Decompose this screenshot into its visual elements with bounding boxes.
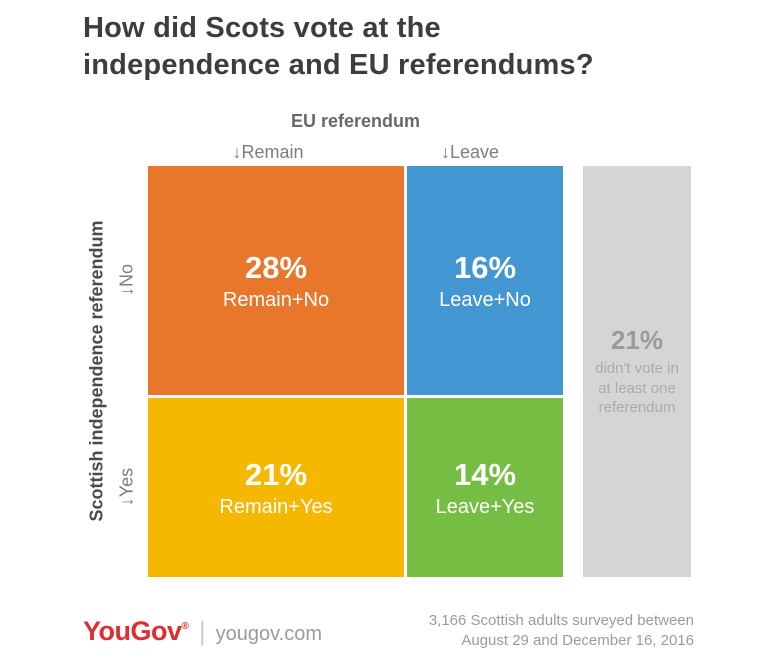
aside-label: didn't vote in at least one referendum bbox=[595, 360, 679, 417]
footer-divider: | bbox=[198, 616, 206, 646]
survey-note: 3,166 Scottish adults surveyed between A… bbox=[429, 611, 694, 651]
row-label-no: ↓No bbox=[116, 263, 137, 297]
page-title-line2: independence and EU referendums? bbox=[83, 49, 594, 81]
page-title-line1: How did Scots vote at the bbox=[83, 12, 441, 44]
cell-remain-no-label: Remain+No bbox=[222, 288, 330, 311]
page-title: How did Scots vote at the independence a… bbox=[83, 10, 723, 84]
cell-leave-no-label: Leave+No bbox=[439, 288, 531, 311]
cell-leave-yes-value: 14% bbox=[453, 456, 517, 492]
survey-note-line1: 3,166 Scottish adults surveyed between bbox=[428, 612, 694, 629]
yougov-website-text: yougov.com bbox=[215, 623, 323, 645]
cell-remain-no-value: 28% bbox=[244, 249, 308, 285]
column-label-leave: ↓Leave bbox=[440, 142, 500, 162]
cell-leave-no: 16% Leave+No bbox=[407, 166, 563, 395]
cell-leave-no-value: 16% bbox=[453, 249, 517, 285]
aside-didnt-vote-bar: 21% didn't vote in at least one referend… bbox=[583, 166, 691, 577]
row-label-yes: ↓Yes bbox=[116, 467, 137, 507]
cell-leave-yes-label: Leave+Yes bbox=[435, 495, 535, 518]
registered-trademark-symbol: ® bbox=[181, 621, 189, 632]
footer-branding: YouGov ® | yougov.com bbox=[83, 616, 322, 647]
cell-remain-yes-label: Remain+Yes bbox=[219, 495, 333, 518]
y-axis-title: Scottish independence referendum bbox=[86, 220, 107, 522]
cell-leave-yes: 14% Leave+Yes bbox=[407, 398, 563, 577]
survey-note-line2: August 29 and December 16, 2016 bbox=[461, 632, 694, 649]
aside-value: 21% bbox=[610, 325, 664, 356]
yougov-logo: YouGov bbox=[83, 616, 182, 646]
cell-remain-no: 28% Remain+No bbox=[148, 166, 404, 395]
cell-remain-yes-value: 21% bbox=[244, 456, 308, 492]
cell-remain-yes: 21% Remain+Yes bbox=[148, 398, 404, 577]
x-axis-title: EU referendum bbox=[290, 111, 421, 131]
column-label-remain: ↓Remain bbox=[232, 142, 304, 162]
